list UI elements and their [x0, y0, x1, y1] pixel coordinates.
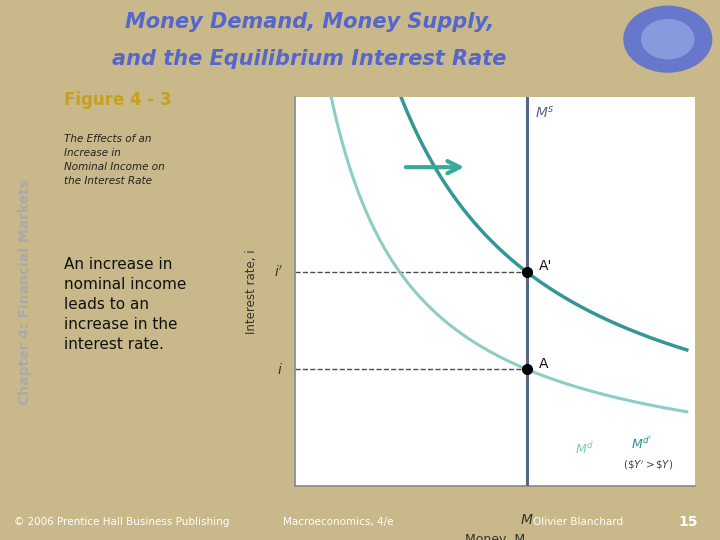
Text: $M^s$: $M^s$	[535, 105, 554, 121]
Text: Interest rate, i: Interest rate, i	[245, 249, 258, 334]
Text: A': A'	[539, 259, 552, 273]
Text: ($\$Y'>\$Y$): ($\$Y'>\$Y$)	[623, 459, 673, 472]
Text: Money, M: Money, M	[465, 532, 525, 540]
Text: and the Equilibrium Interest Rate: and the Equilibrium Interest Rate	[112, 49, 507, 69]
Text: 15: 15	[679, 516, 698, 529]
Text: $M^d$: $M^d$	[575, 441, 594, 457]
Text: Macroeconomics, 4/e: Macroeconomics, 4/e	[283, 517, 394, 528]
Text: Figure 4 - 3: Figure 4 - 3	[64, 91, 171, 109]
Text: Olivier Blanchard: Olivier Blanchard	[533, 517, 623, 528]
Text: $M^{d'}$: $M^{d'}$	[631, 435, 652, 451]
Text: $i'$: $i'$	[274, 265, 283, 280]
FancyArrowPatch shape	[406, 161, 459, 173]
Circle shape	[642, 19, 694, 59]
Text: © 2006 Prentice Hall Business Publishing: © 2006 Prentice Hall Business Publishing	[14, 517, 230, 528]
Circle shape	[624, 6, 711, 72]
Text: Chapter 4: Financial Markets: Chapter 4: Financial Markets	[18, 179, 32, 404]
Text: An increase in
nominal income
leads to an
increase in the
interest rate.: An increase in nominal income leads to a…	[64, 258, 186, 352]
Text: $M$: $M$	[520, 513, 534, 527]
Text: Money Demand, Money Supply,: Money Demand, Money Supply,	[125, 12, 494, 32]
Text: The Effects of an
Increase in
Nominal Income on
the Interest Rate: The Effects of an Increase in Nominal In…	[64, 134, 165, 186]
Text: $i$: $i$	[277, 362, 283, 377]
Text: A: A	[539, 356, 549, 370]
